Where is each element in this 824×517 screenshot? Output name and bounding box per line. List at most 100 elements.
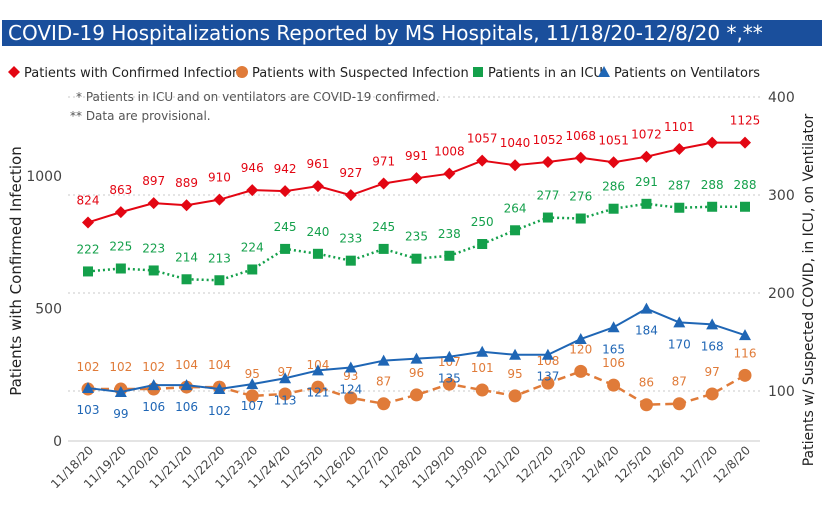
data-label: 1072 bbox=[631, 128, 662, 142]
data-label: 101 bbox=[471, 361, 494, 375]
data-point bbox=[213, 193, 226, 206]
x-tick-label: 12/8/20 bbox=[711, 443, 754, 486]
data-label: 102 bbox=[208, 404, 231, 418]
data-point bbox=[740, 201, 750, 212]
data-label: 233 bbox=[339, 232, 362, 246]
data-label: 927 bbox=[339, 166, 362, 180]
data-label: 264 bbox=[504, 201, 527, 215]
data-label: 240 bbox=[306, 225, 329, 239]
data-point bbox=[608, 203, 619, 214]
data-point bbox=[83, 266, 93, 277]
data-point bbox=[509, 159, 522, 172]
data-label: 291 bbox=[635, 175, 658, 189]
data-point bbox=[115, 263, 126, 274]
data-label: 250 bbox=[471, 215, 494, 229]
data-label: 184 bbox=[635, 324, 658, 338]
data-point bbox=[707, 201, 718, 212]
data-label: 238 bbox=[438, 227, 461, 241]
data-label: 99 bbox=[113, 407, 128, 421]
data-point bbox=[739, 329, 751, 341]
data-label: 1068 bbox=[565, 129, 596, 143]
data-label: 288 bbox=[734, 178, 757, 192]
data-point bbox=[541, 348, 554, 360]
data-label: 108 bbox=[536, 354, 559, 368]
data-point bbox=[247, 264, 258, 275]
data-label: 1051 bbox=[598, 133, 629, 147]
data-label: 971 bbox=[372, 154, 395, 168]
data-label: 213 bbox=[208, 251, 231, 265]
chart: 0 500 1000 100 200 300 400 Patients with Confir… bbox=[7, 66, 817, 491]
series-line bbox=[87, 202, 745, 282]
data-label: 107 bbox=[241, 399, 264, 413]
data-label: 222 bbox=[77, 242, 100, 256]
data-point bbox=[246, 378, 259, 390]
data-point bbox=[607, 321, 620, 333]
data-label: 170 bbox=[668, 337, 691, 351]
data-point bbox=[82, 382, 94, 394]
data-label: 287 bbox=[668, 179, 691, 193]
data-point bbox=[279, 185, 292, 198]
data-label: 135 bbox=[438, 372, 461, 386]
data-point bbox=[410, 388, 423, 402]
y-axis-title-left: Patients with Confirmed Infection bbox=[7, 146, 25, 395]
data-point bbox=[444, 250, 455, 261]
footnote-2: ** Data are provisional. bbox=[70, 109, 211, 123]
data-label: 1125 bbox=[730, 114, 761, 128]
data-point bbox=[311, 364, 324, 376]
data-point bbox=[344, 361, 357, 373]
data-point bbox=[510, 225, 521, 236]
data-label: 102 bbox=[142, 360, 165, 374]
data-point bbox=[639, 398, 653, 412]
data-point bbox=[344, 391, 358, 405]
data-label: 245 bbox=[274, 220, 297, 234]
data-label: 889 bbox=[175, 176, 198, 190]
data-point bbox=[640, 302, 653, 314]
data-label: 286 bbox=[602, 180, 625, 194]
data-point bbox=[739, 136, 751, 149]
data-point bbox=[508, 389, 522, 403]
data-label: 107 bbox=[438, 355, 461, 369]
data-label: 106 bbox=[175, 400, 198, 414]
data-label: 104 bbox=[175, 358, 198, 372]
y-tick-label-left: 1000 bbox=[26, 169, 62, 185]
data-point bbox=[574, 151, 587, 164]
data-point bbox=[280, 243, 291, 254]
data-label: 106 bbox=[602, 356, 625, 370]
chart-title: COVID-19 Hospitalizations Reported by MS… bbox=[2, 20, 822, 46]
data-point bbox=[345, 255, 356, 266]
data-label: 214 bbox=[175, 250, 198, 264]
data-point bbox=[641, 198, 652, 209]
data-point bbox=[575, 213, 586, 224]
y-tick-label-right: 200 bbox=[768, 286, 795, 302]
data-label: 103 bbox=[77, 403, 100, 417]
data-point bbox=[410, 172, 423, 185]
data-point bbox=[574, 364, 588, 378]
data-point bbox=[378, 243, 389, 254]
data-label: 95 bbox=[507, 367, 522, 381]
data-point bbox=[607, 378, 621, 392]
data-label: 276 bbox=[569, 190, 592, 204]
data-point bbox=[312, 248, 323, 259]
data-point bbox=[477, 239, 488, 249]
data-point bbox=[246, 184, 259, 197]
data-label: 95 bbox=[245, 367, 260, 381]
data-label: 225 bbox=[109, 240, 132, 254]
data-label: 113 bbox=[274, 393, 297, 407]
data-label: 86 bbox=[639, 376, 654, 390]
legend-label: Patients on Ventilators bbox=[614, 66, 760, 81]
data-label: 235 bbox=[405, 230, 428, 244]
legend-label: Patients in an ICU bbox=[488, 66, 603, 81]
data-point bbox=[706, 318, 719, 330]
data-point bbox=[344, 189, 357, 202]
data-point bbox=[738, 368, 752, 382]
data-label: 946 bbox=[241, 161, 264, 175]
data-point bbox=[245, 389, 259, 403]
data-label: 104 bbox=[208, 358, 231, 372]
data-point bbox=[542, 212, 553, 223]
data-point bbox=[114, 206, 127, 219]
data-point bbox=[541, 376, 555, 390]
data-label: 910 bbox=[208, 171, 231, 185]
data-point bbox=[180, 199, 193, 212]
data-label: 1101 bbox=[664, 120, 695, 134]
data-label: 106 bbox=[142, 400, 165, 414]
